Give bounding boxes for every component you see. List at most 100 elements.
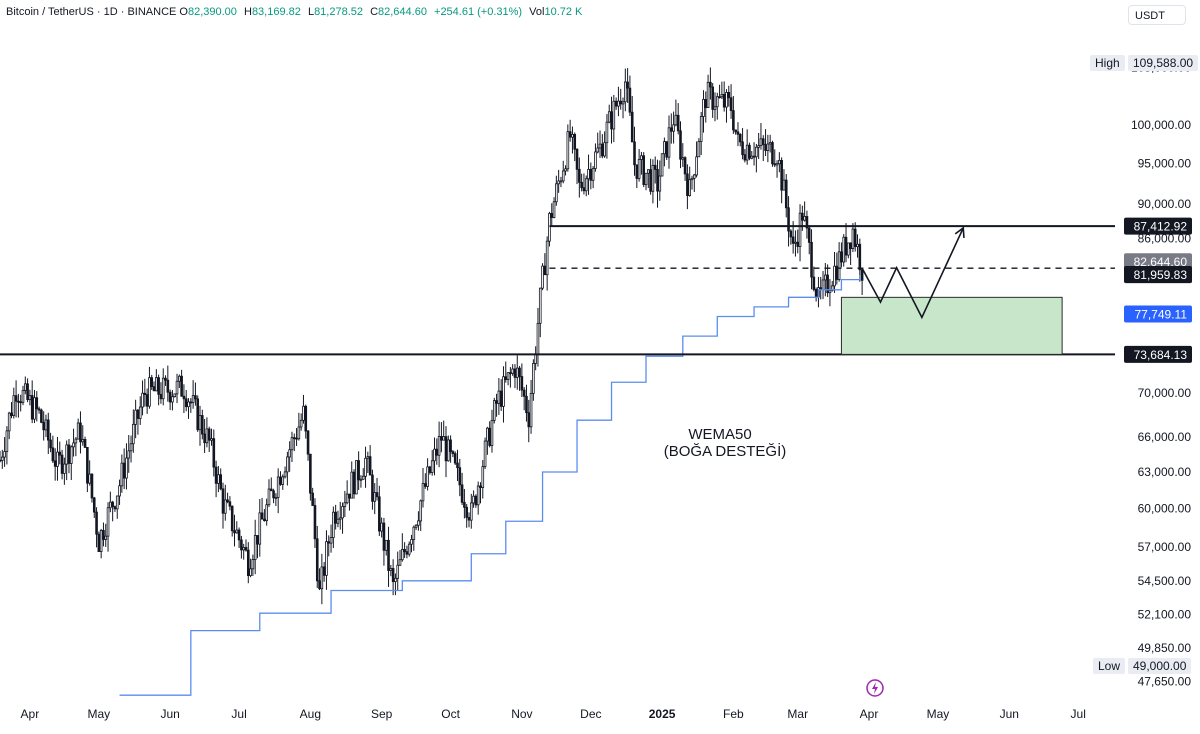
candle <box>338 501 342 530</box>
candle <box>575 148 579 185</box>
candle <box>483 437 487 470</box>
candle-body <box>302 405 305 421</box>
candle <box>761 135 765 162</box>
y-tick-label: 47,650.00 <box>1138 675 1192 689</box>
candle-body <box>407 543 411 555</box>
candle-body <box>171 396 174 403</box>
price-tag-value: 81,959.83 <box>1134 268 1188 282</box>
candle-body <box>612 100 616 130</box>
candle-body <box>435 448 439 456</box>
candle-body <box>518 367 521 377</box>
candle-body <box>759 138 763 146</box>
low-key: L <box>307 6 315 18</box>
candle <box>51 435 55 464</box>
candle <box>276 468 280 514</box>
candle <box>191 380 195 409</box>
candle-body <box>203 433 206 444</box>
candle <box>849 242 852 265</box>
symbol-label[interactable]: Bitcoin / TetherUS · 1D · BINANCE <box>6 6 177 18</box>
candle <box>74 437 78 457</box>
candle-body <box>237 529 241 541</box>
candle <box>752 142 756 166</box>
candle-body <box>207 428 211 441</box>
candle <box>299 413 303 431</box>
candle-body <box>798 212 802 247</box>
candle <box>315 525 319 588</box>
candle-body <box>711 86 714 110</box>
candle-body <box>720 94 724 98</box>
candle <box>605 114 609 159</box>
candle-body <box>283 471 287 478</box>
candle-body <box>178 375 181 382</box>
candle-body <box>775 163 779 166</box>
candle <box>380 517 383 538</box>
lightning-icon[interactable] <box>866 679 884 697</box>
candle <box>44 414 48 438</box>
candle-body <box>315 538 319 582</box>
candle <box>552 197 556 219</box>
candle-body <box>479 485 482 488</box>
candle-body <box>594 151 597 169</box>
candle-body <box>421 483 425 502</box>
candle-body <box>217 474 220 484</box>
candle-body <box>515 367 519 378</box>
candle <box>610 96 613 144</box>
open-key: O <box>179 6 188 18</box>
candle-body <box>465 506 468 518</box>
candle-body <box>33 397 36 420</box>
volume-value: 10.72 K <box>544 6 583 18</box>
candle <box>458 458 462 497</box>
y-tick-label: 60,000.00 <box>1138 502 1192 516</box>
candle <box>513 364 517 389</box>
candle-body <box>3 451 6 458</box>
candle <box>419 499 423 531</box>
candle-body <box>348 493 351 499</box>
candle-body <box>548 213 551 242</box>
candle <box>847 242 850 259</box>
currency-selector[interactable]: USDT <box>1128 5 1186 25</box>
candle <box>548 211 551 247</box>
candle <box>249 558 252 578</box>
candle <box>178 374 181 388</box>
candle-body <box>198 415 202 431</box>
candle <box>692 173 696 192</box>
candle-body <box>426 466 429 487</box>
candle <box>587 154 590 195</box>
candle <box>327 535 331 557</box>
candle <box>348 493 351 511</box>
candle-body <box>709 81 712 88</box>
candle <box>357 451 360 490</box>
candle <box>414 524 418 530</box>
candle-body <box>313 505 317 540</box>
candle-body <box>136 409 140 419</box>
candle <box>660 153 664 177</box>
time-axis: Apr May Jun Jul Aug Sep Oct Nov Dec 2025 Feb Mar Apr… <box>21 707 1086 721</box>
candle-body <box>69 446 73 464</box>
x-tick-label: May <box>927 707 950 721</box>
candle-body <box>778 160 781 165</box>
candle-body <box>401 549 404 561</box>
candle <box>860 268 864 296</box>
candle <box>702 90 705 133</box>
candle <box>389 565 393 577</box>
candle-body <box>433 448 436 462</box>
x-tick-label: Sep <box>371 707 393 721</box>
wema50-line <box>119 275 861 696</box>
candle-body <box>161 377 165 400</box>
candle <box>743 149 747 163</box>
price-tag: 87,412.92 <box>1124 217 1192 235</box>
candle-body <box>853 228 857 248</box>
candle-body <box>118 485 121 497</box>
candle-body <box>109 501 112 509</box>
candle-body <box>702 99 705 117</box>
candle <box>318 568 321 591</box>
candle <box>715 92 719 120</box>
candle <box>132 409 135 453</box>
candle-body <box>858 243 862 271</box>
candle-body <box>686 173 689 196</box>
candle <box>759 122 763 150</box>
support-zone <box>840 296 1063 355</box>
candle <box>782 169 786 191</box>
